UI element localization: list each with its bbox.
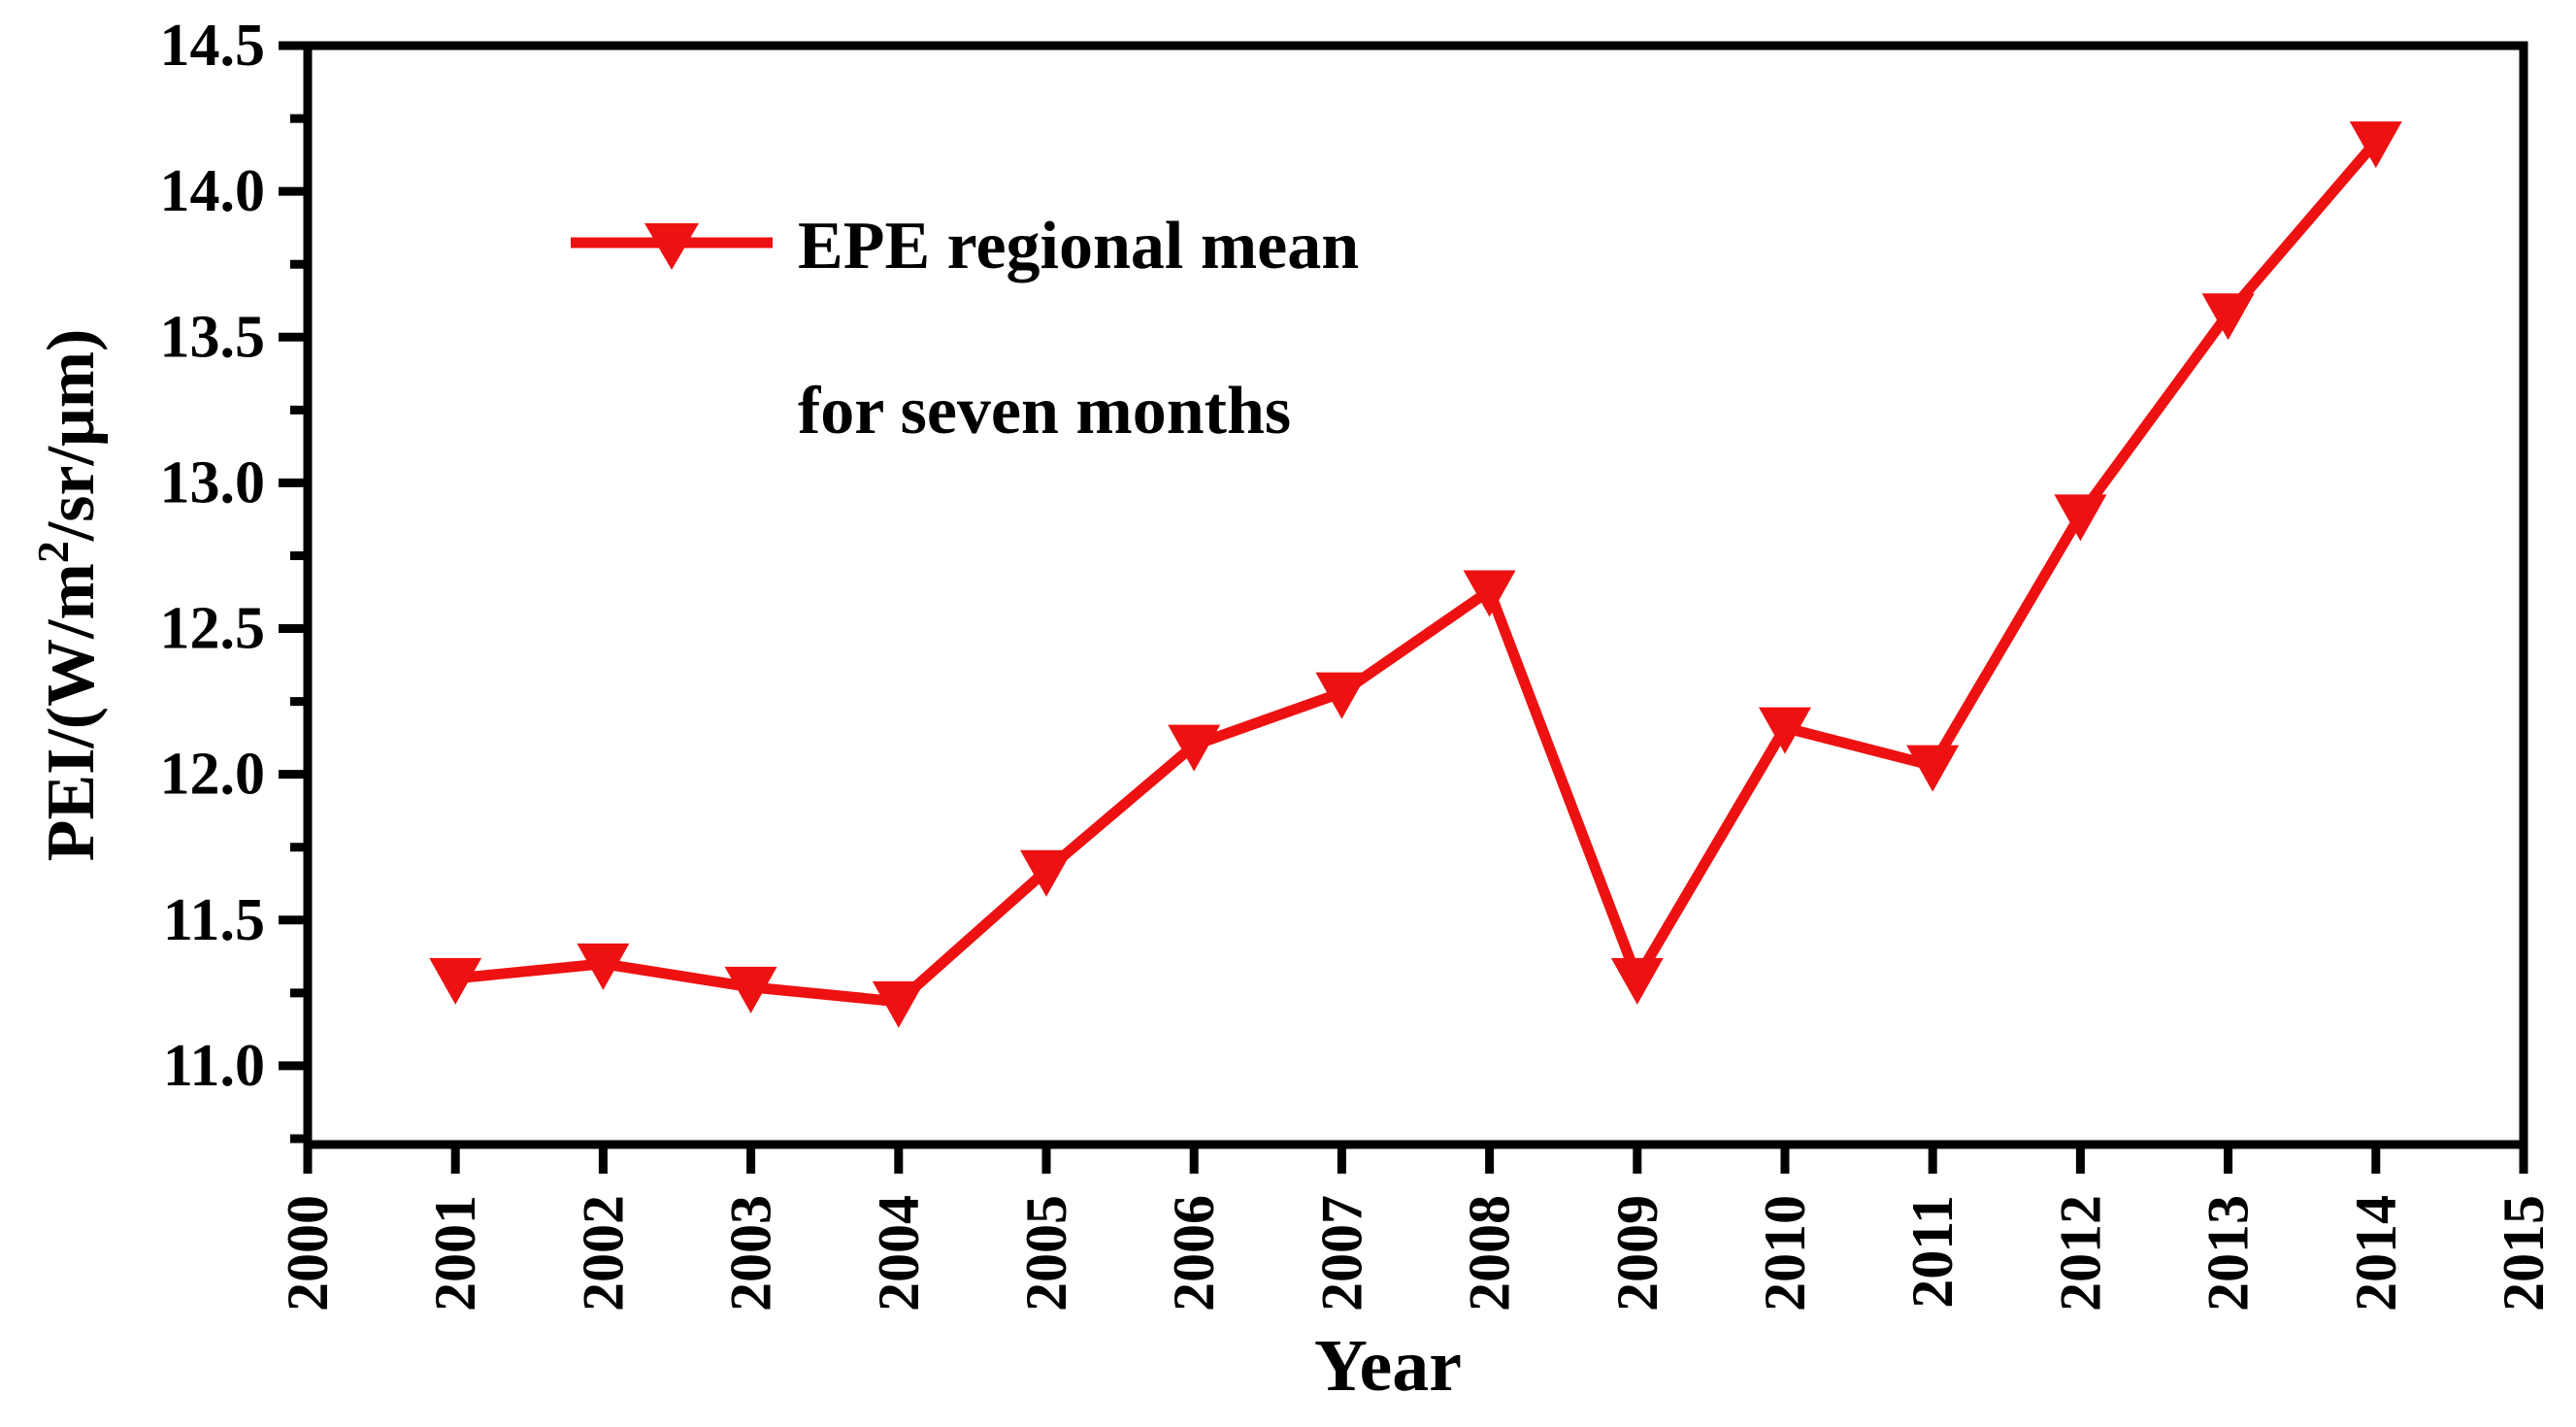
y-tick-label: 14.5 <box>160 13 266 79</box>
data-point-marker <box>1315 672 1369 719</box>
x-tick-label: 2008 <box>1458 1195 1522 1311</box>
data-point-marker <box>1463 570 1516 617</box>
legend-label-line2: for seven months <box>798 374 1291 448</box>
y-axis-title-suffix: /sr/μm) <box>34 329 109 543</box>
data-point-marker <box>1610 957 1664 1005</box>
y-axis-title: PEI/(W/m2/sr/μm) <box>28 329 109 862</box>
x-tick-label: 2011 <box>1900 1195 1965 1309</box>
x-tick-label: 2000 <box>276 1195 340 1311</box>
axis-ticks-layer: 11.0 11.5 12.0 12.5 13.0 13.5 14.0 14.5 2000 2001… <box>160 13 2557 1311</box>
data-point-marker <box>1759 707 1811 754</box>
legend-label-line1: EPE regional mean <box>798 209 1359 283</box>
x-tick-label: 2015 <box>2492 1195 2556 1311</box>
x-tick-label: 2001 <box>423 1195 487 1311</box>
data-point-marker <box>429 957 482 1005</box>
data-point-marker <box>1168 724 1221 772</box>
x-tick-label: 2013 <box>2196 1195 2261 1311</box>
series-line <box>449 136 2382 1008</box>
x-tick-label: 2002 <box>571 1195 635 1311</box>
legend-triangle-down-icon <box>644 223 699 270</box>
x-tick-label: 2004 <box>867 1195 931 1311</box>
x-tick-label: 2012 <box>2048 1195 2112 1311</box>
x-tick-label: 2005 <box>1014 1195 1078 1311</box>
y-tick-label: 14.0 <box>160 158 266 224</box>
y-tick-label: 13.5 <box>160 304 266 370</box>
y-axis-title-superscript: 2 <box>28 541 78 563</box>
data-point-marker <box>872 980 925 1028</box>
data-point-marker <box>1020 849 1073 897</box>
x-tick-label: 2014 <box>2344 1195 2408 1311</box>
y-axis-title-prefix: PEI/(W/m <box>34 563 109 861</box>
x-tick-label: 2009 <box>1605 1195 1669 1311</box>
data-point-marker <box>1906 745 1960 792</box>
data-point-marker <box>2054 494 2107 542</box>
x-tick-label: 2007 <box>1309 1195 1373 1311</box>
y-tick-label: 12.0 <box>160 742 266 808</box>
x-tick-label: 2010 <box>1753 1195 1817 1311</box>
y-tick-label: 11.0 <box>163 1033 265 1099</box>
data-point-marker <box>2349 121 2402 169</box>
y-tick-label: 12.5 <box>160 596 266 662</box>
x-axis-title: Year <box>1314 1325 1462 1407</box>
y-tick-label: 11.5 <box>163 887 265 953</box>
data-point-marker <box>577 943 630 990</box>
data-point-marker <box>724 966 777 1013</box>
series-layer <box>429 121 2402 1028</box>
x-tick-label: 2003 <box>719 1195 783 1311</box>
legend: EPE regional mean for seven months <box>571 209 1359 448</box>
y-tick-label: 13.0 <box>160 449 266 515</box>
plot-border <box>303 41 2528 1149</box>
data-point-marker <box>2201 293 2255 341</box>
x-tick-label: 2006 <box>1162 1195 1226 1311</box>
